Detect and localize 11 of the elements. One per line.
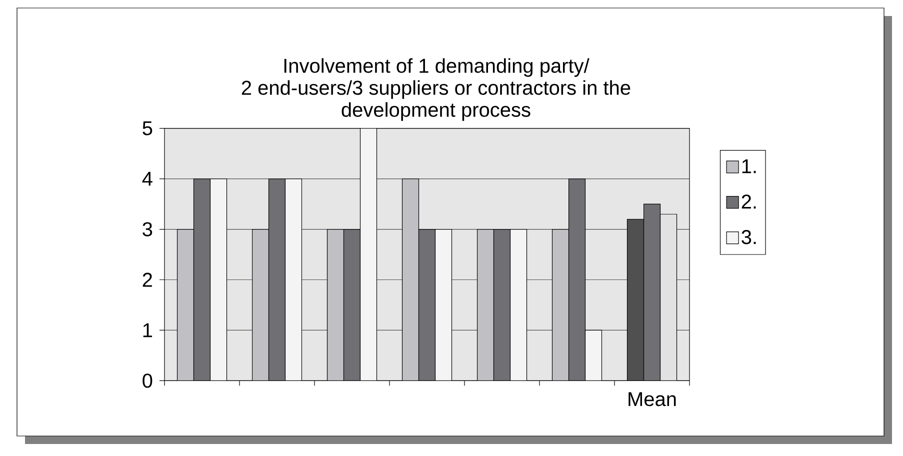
legend-label: 3. <box>742 230 756 244</box>
y-tick-label: 0 <box>142 374 152 388</box>
y-tick-label: 5 <box>142 121 152 136</box>
chart-title: Involvement of 1 demanding party/ 2 end-users/3 suppliers or contractors in the development process <box>242 58 630 121</box>
y-tick-label: 1 <box>143 323 152 338</box>
y-tick-label: 2 <box>142 272 152 287</box>
y-tick-label: 4 <box>142 172 152 186</box>
y-tick-label: 3 <box>142 222 152 236</box>
x-tick-label: Mean <box>628 392 676 406</box>
legend-label: 1. <box>742 159 756 174</box>
legend-label: 2. <box>742 194 756 209</box>
